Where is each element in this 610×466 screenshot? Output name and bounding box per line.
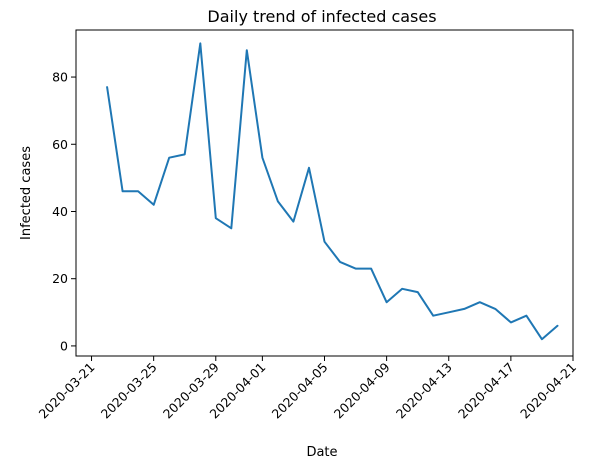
data-point: [384, 300, 389, 305]
data-point: [306, 165, 311, 170]
data-point: [322, 239, 327, 244]
x-tick-label: 2020-03-25: [98, 360, 160, 422]
y-tick-label: 20: [52, 271, 68, 286]
y-axis-label: Infected cases: [19, 146, 34, 240]
chart-title: Daily trend of infected cases: [207, 7, 436, 26]
data-point: [493, 306, 498, 311]
x-tick-label: 2020-03-21: [36, 360, 98, 422]
data-point: [105, 85, 110, 90]
data-point: [260, 155, 265, 160]
data-point: [462, 306, 467, 311]
data-point: [136, 189, 141, 194]
x-axis-label: Date: [306, 445, 337, 460]
y-tick-label: 40: [52, 204, 68, 219]
plot-area: [105, 41, 560, 342]
data-point: [369, 266, 374, 271]
data-point: [275, 199, 280, 204]
data-point: [229, 226, 234, 231]
x-tick-label: 2020-04-09: [331, 359, 393, 421]
x-tick-label: 2020-04-17: [455, 360, 517, 422]
x-tick-label: 2020-04-13: [393, 360, 455, 422]
data-point: [198, 41, 203, 46]
x-axis: 2020-03-21 2020-03-25 2020-03-292020-04-01…: [36, 356, 579, 421]
data-point: [120, 189, 125, 194]
data-point: [431, 313, 436, 318]
data-point: [291, 219, 296, 224]
data-point: [400, 286, 405, 291]
data-point: [182, 152, 187, 157]
y-tick-label: 80: [52, 70, 68, 85]
data-point: [446, 310, 451, 315]
series-line: [106, 42, 559, 341]
data-point: [244, 48, 249, 53]
data-point: [213, 216, 218, 221]
data-point: [151, 202, 156, 207]
y-tick-label: 0: [60, 338, 68, 353]
data-point: [524, 313, 529, 318]
x-tick-label: 2020-04-05: [269, 360, 331, 422]
data-point: [167, 155, 172, 160]
data-point: [508, 320, 513, 325]
x-tick-label: 2020-04-21: [517, 360, 579, 422]
data-point: [338, 259, 343, 264]
data-point: [415, 290, 420, 295]
data-point: [353, 266, 358, 271]
data-point: [555, 323, 560, 328]
axes-frame: [75, 29, 574, 357]
y-axis: 0 20 40 60 80: [52, 70, 76, 353]
y-tick-label: 60: [52, 137, 68, 152]
data-point: [539, 337, 544, 342]
data-point: [477, 300, 482, 305]
